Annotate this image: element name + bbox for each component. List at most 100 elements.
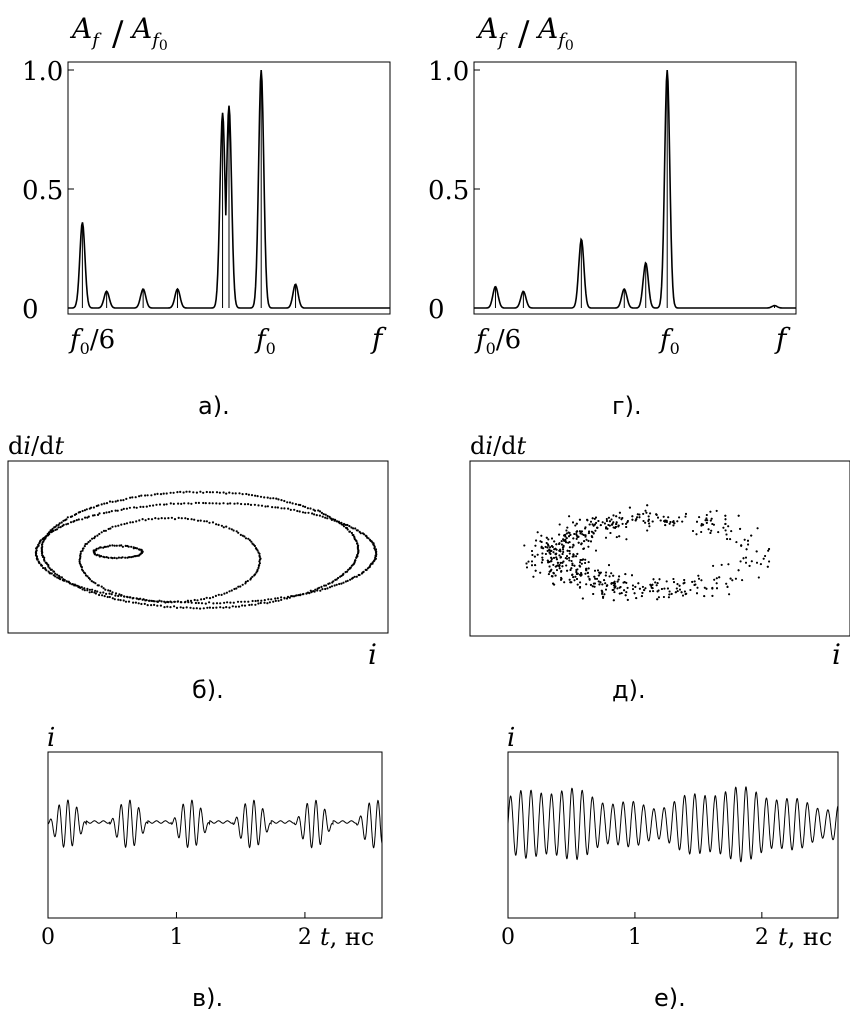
portrait-point [41, 543, 44, 546]
phase-portrait-d [523, 504, 771, 602]
portrait-point [350, 577, 354, 580]
portrait-point [231, 492, 234, 495]
portrait-point [735, 541, 738, 544]
portrait-point [534, 569, 537, 572]
portrait-point [212, 602, 215, 605]
portrait-point [680, 591, 683, 594]
portrait-point [613, 584, 616, 587]
portrait-point [322, 513, 325, 516]
portrait-point [696, 586, 699, 589]
portrait-point [229, 502, 232, 505]
portrait-point [587, 575, 590, 578]
portrait-point [570, 567, 573, 570]
ytick-label: 1.0 [22, 57, 63, 87]
portrait-point [182, 606, 185, 610]
portrait-point [618, 535, 621, 538]
portrait-point [620, 592, 623, 595]
portrait-point [87, 541, 90, 544]
portrait-point [560, 540, 563, 543]
portrait-point [222, 606, 225, 609]
portrait-point [69, 521, 73, 524]
portrait-point [626, 598, 629, 601]
portrait-point [293, 508, 296, 511]
portrait-point [580, 573, 583, 576]
portrait-point [313, 513, 316, 516]
ytick-label: 0 [22, 295, 39, 325]
portrait-point [575, 522, 578, 525]
portrait-point [177, 516, 180, 520]
portrait-point [124, 556, 127, 559]
portrait-point [597, 520, 600, 522]
portrait-point [106, 545, 110, 548]
portrait-point [331, 581, 334, 584]
portrait-point [334, 578, 337, 582]
portrait-point [703, 595, 706, 598]
portrait-point [62, 519, 65, 522]
portrait-point [560, 543, 563, 546]
portrait-point [129, 521, 132, 524]
portrait-point [564, 557, 567, 560]
portrait-point [83, 589, 86, 592]
portrait-point [233, 502, 236, 505]
plot-frame-a [67, 61, 391, 315]
panel-g: Af / Af0 0 0.5 1.0 f0/6 f0 f г). [428, 12, 797, 420]
xlabel-b: i [368, 638, 377, 671]
caption-e: е). [654, 984, 686, 1012]
portrait-point [190, 502, 193, 505]
portrait-point [647, 515, 650, 518]
portrait-point [88, 591, 91, 594]
portrait-point [107, 556, 110, 560]
portrait-point [114, 594, 117, 597]
portrait-point [662, 596, 665, 598]
xlabel-d: i [832, 638, 841, 671]
portrait-point [764, 555, 767, 557]
portrait-point [624, 594, 627, 597]
portrait-point [247, 503, 250, 506]
portrait-point [350, 526, 353, 529]
portrait-point [197, 501, 200, 504]
portrait-point [176, 491, 179, 494]
portrait-point [600, 589, 603, 592]
portrait-point [228, 590, 231, 593]
portrait-point [196, 599, 199, 602]
portrait-point [589, 583, 592, 586]
portrait-point [283, 596, 286, 599]
portrait-point [579, 561, 581, 564]
portrait-point [709, 519, 712, 522]
portrait-point [256, 549, 259, 552]
portrait-point [566, 555, 568, 558]
portrait-point [710, 529, 713, 532]
portrait-point [259, 601, 262, 605]
portrait-point [83, 509, 86, 512]
portrait-point [60, 576, 64, 579]
portrait-point [225, 591, 228, 594]
portrait-point [594, 577, 597, 580]
portrait-point [562, 548, 565, 551]
portrait-point [98, 593, 101, 597]
portrait-point [534, 564, 537, 567]
portrait-point [616, 580, 619, 583]
portrait-point [270, 598, 273, 601]
portrait-point [548, 551, 551, 554]
portrait-point [120, 556, 123, 559]
portrait-point [601, 521, 604, 524]
portrait-point [326, 514, 329, 518]
portrait-point [364, 568, 367, 572]
portrait-point [576, 578, 578, 580]
ylabel-a-slash: / [112, 14, 124, 54]
portrait-point [566, 549, 569, 552]
portrait-point [137, 602, 140, 605]
portrait-point [42, 566, 45, 570]
portrait-point [233, 587, 236, 591]
portrait-point [52, 570, 55, 573]
portrait-point [169, 491, 172, 494]
portrait-point [243, 535, 246, 538]
portrait-point [94, 589, 97, 592]
portrait-point [546, 543, 549, 546]
portrait-point [203, 597, 206, 601]
portrait-point [215, 502, 218, 505]
y-ticks-g: 0 0.5 1.0 [428, 57, 480, 325]
panel-v: i 0 1 2 t, нс в). [41, 723, 383, 1012]
portrait-point [85, 542, 89, 545]
portrait-point [243, 503, 247, 506]
